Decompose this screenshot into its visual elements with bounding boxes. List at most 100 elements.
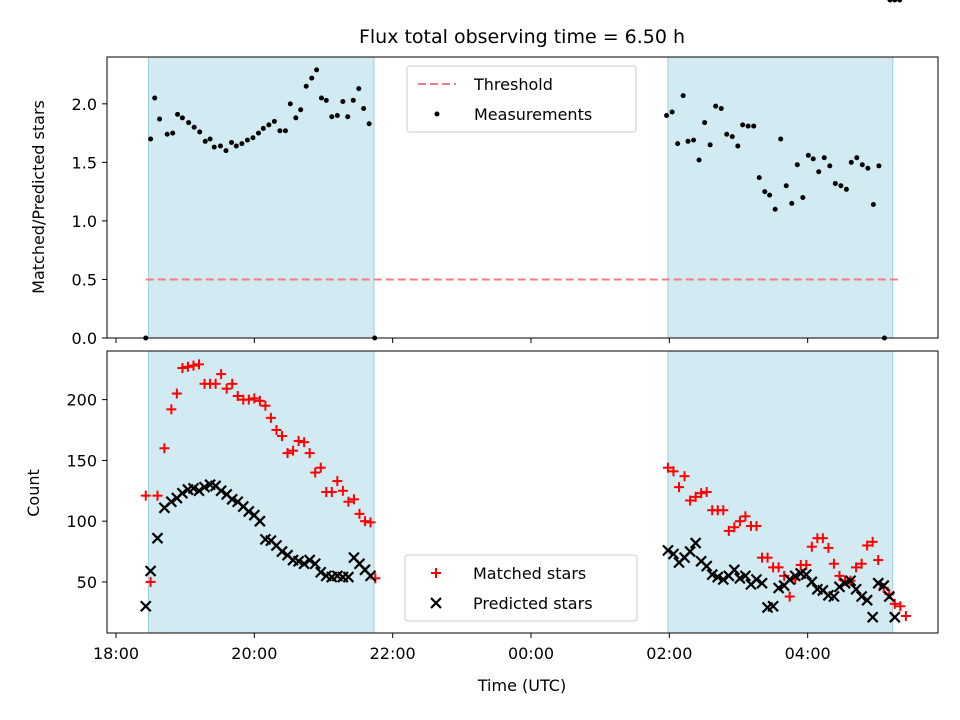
y-tick-label: 100 xyxy=(66,512,97,531)
measurement-point xyxy=(832,180,838,186)
measurement-point xyxy=(303,83,309,89)
measurement-point xyxy=(707,142,713,148)
measurement-point xyxy=(239,141,245,147)
legend-measurement-swatch xyxy=(434,111,440,117)
measurement-point xyxy=(810,156,816,162)
predicted-star-point xyxy=(176,487,189,499)
matched-star-point xyxy=(293,435,304,446)
bottom-y-axis-label: Count xyxy=(24,469,43,517)
measurement-point xyxy=(260,125,266,131)
measurement-point xyxy=(334,113,340,119)
predicted-star-point xyxy=(303,554,316,566)
measurement-point xyxy=(186,120,192,126)
observing-window xyxy=(148,57,374,338)
measurement-point xyxy=(669,109,675,115)
matched-star-point xyxy=(194,359,205,370)
measurement-point xyxy=(345,114,351,120)
legend-predicted-label: Predicted stars xyxy=(473,594,593,613)
measurement-point xyxy=(157,116,163,122)
y-tick-label: 200 xyxy=(66,391,97,410)
predicted-star-point xyxy=(689,537,702,549)
measurement-point xyxy=(789,200,795,206)
matched-star-point xyxy=(326,487,337,497)
top-observing-windows xyxy=(148,57,894,338)
measurement-point xyxy=(191,124,197,130)
measurement-point xyxy=(778,136,784,142)
matched-star-point xyxy=(662,462,673,473)
matched-star-point xyxy=(177,363,188,374)
predicted-star-point xyxy=(767,600,779,613)
y-tick-label: 0.0 xyxy=(72,329,97,348)
measurement-point xyxy=(816,169,822,175)
measurement-point xyxy=(361,106,367,112)
matched-star-point xyxy=(862,540,873,551)
predicted-star-point xyxy=(700,560,713,572)
y-tick-label: 1.5 xyxy=(72,153,97,172)
bottom-star-count-points xyxy=(139,359,911,623)
measurement-point xyxy=(756,175,762,181)
y-tick-label: 1.0 xyxy=(72,212,97,231)
legend-measurements-label: Measurements xyxy=(474,105,592,124)
y-tick-label: 50 xyxy=(77,573,97,592)
matched-star-point xyxy=(221,383,232,394)
predicted-star-point xyxy=(850,583,862,596)
matched-star-point xyxy=(277,431,288,442)
matched-star-point xyxy=(182,361,193,372)
matched-star-point xyxy=(828,558,839,569)
measurement-point xyxy=(207,136,213,142)
predicted-star-point xyxy=(215,485,227,497)
measurement-point xyxy=(805,152,811,158)
measurement-point xyxy=(762,189,768,195)
measurement-point xyxy=(718,106,724,112)
matched-star-point xyxy=(851,562,862,573)
matched-star-point xyxy=(834,570,845,581)
measurement-point xyxy=(740,122,746,128)
measurement-point xyxy=(664,113,670,119)
matched-star-point xyxy=(152,490,163,501)
measurement-point xyxy=(735,143,741,149)
top-legend: Threshold Measurements xyxy=(406,65,637,133)
matched-star-point xyxy=(690,491,701,502)
top-legend-box xyxy=(406,65,637,133)
measurement-point xyxy=(729,134,735,140)
predicted-star-point xyxy=(806,576,818,588)
y-tick-label: 0.5 xyxy=(72,270,97,289)
matched-star-point xyxy=(900,610,911,621)
measurement-point xyxy=(287,101,293,107)
matched-star-point xyxy=(288,445,299,456)
matched-star-point xyxy=(265,412,276,423)
y-tick-label: 2.0 xyxy=(72,95,97,114)
predicted-star-point xyxy=(728,564,741,576)
measurement-point xyxy=(865,165,871,171)
predicted-star-point xyxy=(139,600,152,613)
measurement-point xyxy=(282,128,288,134)
matched-star-point xyxy=(751,521,762,532)
measurement-point xyxy=(217,143,223,149)
measurement-point xyxy=(745,123,751,129)
predicted-star-point xyxy=(861,594,873,606)
predicted-star-point xyxy=(855,590,868,603)
predicted-star-point xyxy=(844,574,857,587)
predicted-star-point xyxy=(364,570,377,582)
predicted-star-point xyxy=(833,581,846,593)
measurement-point xyxy=(179,115,185,121)
measurement-point xyxy=(266,122,272,128)
matched-star-point xyxy=(260,400,271,411)
matched-star-point xyxy=(762,552,773,563)
predicted-star-point xyxy=(151,532,164,544)
matched-star-point xyxy=(365,517,376,528)
predicted-star-point xyxy=(342,571,355,583)
matched-star-point xyxy=(674,482,685,493)
matched-star-point xyxy=(784,591,795,602)
matched-star-point xyxy=(145,576,156,587)
observing-window xyxy=(667,57,893,338)
measurement-point xyxy=(229,139,235,145)
measurement-point xyxy=(170,130,176,136)
legend-matched-swatch xyxy=(431,568,441,578)
measurement-point xyxy=(772,206,778,212)
predicted-star-point xyxy=(667,548,680,560)
matched-star-point xyxy=(343,496,354,507)
top-x-axis-ticks xyxy=(115,338,809,343)
matched-star-point xyxy=(159,443,170,454)
